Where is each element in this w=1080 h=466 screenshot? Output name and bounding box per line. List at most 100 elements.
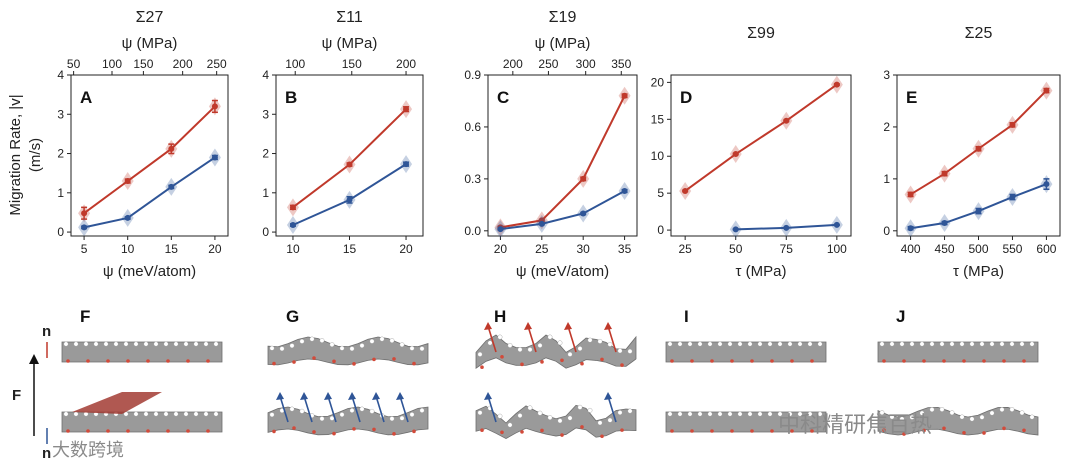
atom xyxy=(537,410,543,416)
series-red-point xyxy=(346,161,353,168)
atom xyxy=(707,411,713,417)
watermark-right: 中科精研焦百热 xyxy=(778,413,932,438)
series-red-point xyxy=(211,103,218,110)
atom xyxy=(153,411,159,417)
x-tick-label: 20 xyxy=(494,242,508,256)
atom xyxy=(577,346,583,351)
top-axis-label: ψ (MPa) xyxy=(322,35,378,52)
atom xyxy=(617,348,623,354)
boundary-atom xyxy=(620,428,624,432)
y-tick-label: 2 xyxy=(57,147,64,161)
series-red-point xyxy=(1009,121,1016,128)
atom xyxy=(339,412,345,418)
atom xyxy=(379,336,385,342)
atom xyxy=(213,341,219,347)
boundary-atom xyxy=(690,429,694,433)
top-tick-label: 200 xyxy=(173,57,193,71)
x-tick-label: 10 xyxy=(286,242,300,256)
x-tick-label: 20 xyxy=(208,242,222,256)
atom xyxy=(547,415,553,420)
series-red-point xyxy=(1043,87,1050,94)
atom xyxy=(567,415,573,421)
atom xyxy=(899,341,905,347)
atom xyxy=(817,341,823,347)
atom xyxy=(737,341,743,347)
boundary-atom xyxy=(106,359,110,363)
atom xyxy=(587,337,593,343)
series-red-point xyxy=(975,145,982,152)
boundary-atom xyxy=(750,429,754,433)
normal-arrow-head xyxy=(564,322,572,330)
series-blue-point xyxy=(621,187,628,194)
atom xyxy=(807,341,813,347)
atom xyxy=(309,336,315,342)
boundary-atom xyxy=(372,427,376,432)
series-blue-point xyxy=(289,222,296,229)
structure-panel-i: I xyxy=(665,307,827,433)
x-tick-label: 15 xyxy=(165,242,179,256)
step-highlight xyxy=(72,392,162,414)
atom-sheet xyxy=(267,336,429,366)
top-tick-label: 100 xyxy=(285,57,305,71)
atom xyxy=(687,411,693,417)
normal-arrow xyxy=(527,325,537,353)
y-tick-label: 10 xyxy=(651,149,665,163)
boundary-atom xyxy=(600,434,604,439)
boundary-atom xyxy=(186,359,190,363)
boundary-atom xyxy=(312,356,316,360)
boundary-atom xyxy=(962,359,966,363)
atom xyxy=(1029,341,1035,347)
panel-label: C xyxy=(497,88,509,107)
y-tick-label: 2 xyxy=(883,120,890,134)
series-blue-point xyxy=(783,224,790,231)
series-red-point xyxy=(682,187,689,194)
plot-frame xyxy=(275,74,424,237)
atom xyxy=(497,413,503,419)
x-tick-label: 450 xyxy=(935,242,955,256)
atom xyxy=(1019,410,1025,416)
atom xyxy=(607,417,613,423)
atom xyxy=(677,341,683,347)
boundary-atom xyxy=(206,429,210,433)
series-red-point xyxy=(403,106,410,113)
atom xyxy=(1009,407,1015,412)
boundary-atom xyxy=(66,359,70,363)
y-tick-label: 5 xyxy=(657,186,664,200)
boundary-atom xyxy=(480,365,484,370)
chart-panel-d: D Σ99 25 50 75 100 0 5 10 15 20 τ (MPa) xyxy=(651,25,852,280)
boundary-atom xyxy=(710,429,714,433)
atom xyxy=(113,341,119,347)
atom xyxy=(707,341,713,347)
atom xyxy=(359,343,365,348)
boundary-atom xyxy=(500,355,504,359)
atom xyxy=(959,414,965,420)
atom xyxy=(319,416,325,422)
x-tick-label: 25 xyxy=(678,242,692,256)
atom xyxy=(329,342,335,347)
boundary-atom xyxy=(372,357,376,362)
atom xyxy=(143,411,149,417)
top-tick-label: 150 xyxy=(133,57,153,71)
atom xyxy=(507,422,513,428)
boundary-atom xyxy=(882,428,886,432)
atom xyxy=(617,410,623,415)
plot-frame xyxy=(670,74,852,237)
boundary-atom xyxy=(690,359,694,363)
atom xyxy=(757,341,763,347)
atom xyxy=(409,412,415,417)
atom xyxy=(193,341,199,347)
normal-arrow-head xyxy=(348,392,356,400)
atom xyxy=(999,407,1005,412)
atom xyxy=(999,341,1005,347)
atom xyxy=(477,351,483,357)
atom xyxy=(73,341,79,347)
series-red-point xyxy=(783,117,790,124)
atom xyxy=(359,406,365,412)
boundary-atom xyxy=(392,357,396,361)
y-tick-label: 3 xyxy=(57,107,64,121)
atom xyxy=(497,334,503,340)
plot-frame xyxy=(70,74,229,237)
atom xyxy=(969,341,975,347)
